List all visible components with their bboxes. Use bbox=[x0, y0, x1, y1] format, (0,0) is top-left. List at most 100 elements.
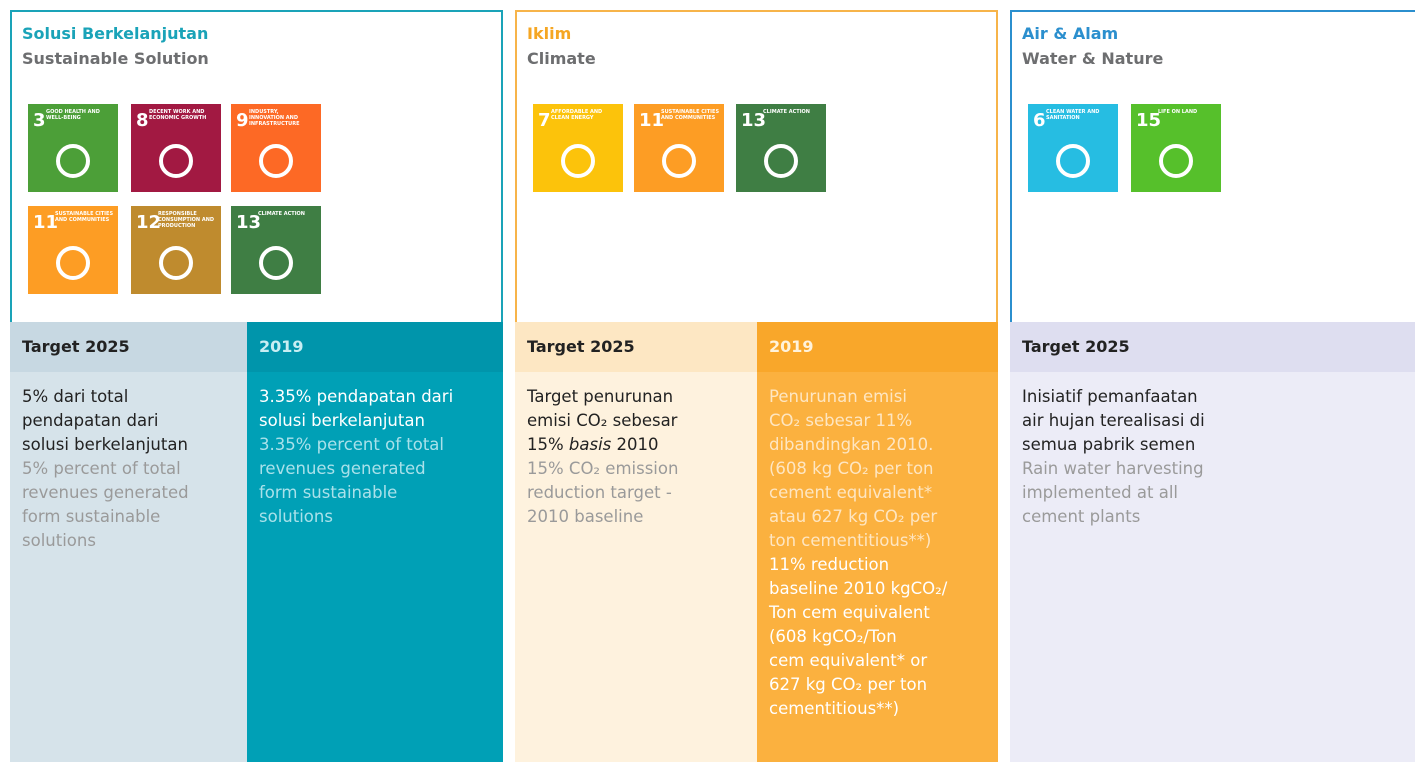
column-text: 5% dari total pendapatan dari solusi berke… bbox=[10, 372, 247, 553]
goal-glyph bbox=[56, 144, 90, 178]
text-line: 3.35% percent of total bbox=[259, 435, 444, 454]
text-line: 15% CO₂ emission bbox=[527, 459, 679, 478]
text-line: cementitious**) bbox=[769, 699, 900, 718]
goal-glyph bbox=[764, 144, 798, 178]
goal-label-box: GOOD HEALTH AND WELL-BEING bbox=[46, 109, 100, 121]
panel-title: Solusi Berkelanjutan bbox=[22, 24, 209, 43]
column-heading: Target 2025 bbox=[1010, 322, 1415, 372]
sdg-icon: 3 GOOD HEALTH AND WELL-BEING bbox=[28, 104, 118, 192]
text-line: implemented at all bbox=[1022, 483, 1178, 502]
text-line: form sustainable bbox=[259, 483, 398, 502]
column-heading: Target 2025 bbox=[515, 322, 757, 372]
text-line: CO₂ sebesar 11% bbox=[769, 411, 913, 430]
panel-subtitle: Climate bbox=[527, 49, 596, 68]
text-line: pendapatan dari bbox=[22, 411, 159, 430]
sdg-icon: 9 INDUSTRY, INNOVATION AND INFRASTRUCTURE bbox=[231, 104, 321, 192]
text-line: semua pabrik semen bbox=[1022, 435, 1196, 454]
goal-number: 13 bbox=[236, 212, 261, 233]
goal-number: 11 bbox=[33, 212, 58, 233]
text-line: (608 kg CO₂ per ton bbox=[769, 459, 934, 478]
sdg-icon: 8 DECENT WORK AND ECONOMIC GROWTH bbox=[131, 104, 221, 192]
text-line: (608 kgCO₂/Ton bbox=[769, 627, 897, 646]
goal-glyph bbox=[159, 144, 193, 178]
goal-label: CLIMATE ACTION bbox=[258, 211, 305, 217]
text-line: Inisiatif pemanfaatan bbox=[1022, 387, 1198, 406]
text-line: cement equivalent* bbox=[769, 483, 933, 502]
text-line: form sustainable bbox=[22, 507, 161, 526]
text-line: 3.35% pendapatan dari bbox=[259, 387, 454, 406]
goal-number: 7 bbox=[538, 110, 551, 131]
text-line: cem equivalent* or bbox=[769, 651, 928, 670]
text-run: 2010 bbox=[611, 435, 659, 454]
goal-number: 9 bbox=[236, 110, 249, 131]
column-text: 3.35% pendapatan dari solusi berkelanjuta… bbox=[247, 372, 503, 529]
panel: Solusi Berkelanjutan Sustainable Solution… bbox=[10, 10, 503, 762]
goal-label: SUSTAINABLE CITIES AND COMMUNITIES bbox=[661, 109, 720, 121]
column: Target 2025 5% dari total pendapatan dari s… bbox=[10, 322, 247, 762]
goal-number: 11 bbox=[639, 110, 664, 131]
goal-label-box: CLIMATE ACTION bbox=[258, 211, 305, 217]
column-text: Target penurunan emisi CO₂ sebesar 15% bas… bbox=[515, 372, 757, 529]
text-line: atau 627 kg CO₂ per bbox=[769, 507, 938, 526]
sdg-icon: 7 AFFORDABLE AND CLEAN ENERGY bbox=[533, 104, 623, 192]
goal-label-box: DECENT WORK AND ECONOMIC GROWTH bbox=[149, 109, 207, 121]
column: Target 2025 Target penurunan emisi CO₂ seb… bbox=[515, 322, 757, 762]
text-line: 5% dari total bbox=[22, 387, 129, 406]
text-line: revenues generated bbox=[22, 483, 189, 502]
goal-label: SUSTAINABLE CITIES AND COMMUNITIES bbox=[55, 211, 114, 223]
goal-glyph bbox=[259, 246, 293, 280]
goal-glyph bbox=[56, 246, 90, 280]
goal-glyph bbox=[1056, 144, 1090, 178]
column: 2019 Penurunan emisi CO₂ sebesar 11% diband… bbox=[757, 322, 998, 762]
goal-label-box: INDUSTRY, INNOVATION AND INFRASTRUCTURE bbox=[249, 109, 300, 127]
text-line: 15% basis 2010 bbox=[527, 433, 757, 457]
text-line: reduction target - bbox=[527, 483, 672, 502]
goal-label-box: LIFE ON LAND bbox=[1158, 109, 1198, 115]
text-line: solusi berkelanjutan bbox=[259, 411, 425, 430]
text-line: 2010 baseline bbox=[527, 507, 644, 526]
text-line: air hujan terealisasi di bbox=[1022, 411, 1205, 430]
text-line: baseline 2010 kgCO₂/ bbox=[769, 579, 948, 598]
goal-label-box: CLIMATE ACTION bbox=[763, 109, 810, 115]
goal-label: CLIMATE ACTION bbox=[763, 109, 810, 115]
column: Target 2025 Inisiatif pemanfaatan air huja… bbox=[1010, 322, 1415, 762]
goal-label: CLEAN WATER AND SANITATION bbox=[1046, 109, 1100, 121]
text-line: ton cementitious**) bbox=[769, 531, 932, 550]
column: 2019 3.35% pendapatan dari solusi berkelan… bbox=[247, 322, 503, 762]
goal-label: AFFORDABLE AND CLEAN ENERGY bbox=[551, 109, 603, 121]
panel-subtitle: Water & Nature bbox=[1022, 49, 1164, 68]
text-line: cement plants bbox=[1022, 507, 1141, 526]
goal-label-box: SUSTAINABLE CITIES AND COMMUNITIES bbox=[661, 109, 720, 121]
text-line: 627 kg CO₂ per ton bbox=[769, 675, 928, 694]
text-line: solutions bbox=[22, 531, 96, 550]
goal-label-box: CLEAN WATER AND SANITATION bbox=[1046, 109, 1100, 121]
goal-label: RESPONSIBLE CONSUMPTION AND PRODUCTION bbox=[158, 211, 215, 229]
goal-label: DECENT WORK AND ECONOMIC GROWTH bbox=[149, 109, 207, 121]
goal-number: 13 bbox=[741, 110, 766, 131]
goal-number: 6 bbox=[1033, 110, 1046, 131]
text-line: Target penurunan bbox=[527, 387, 674, 406]
goal-number: 12 bbox=[136, 212, 161, 233]
goal-glyph bbox=[662, 144, 696, 178]
column-heading: 2019 bbox=[757, 322, 998, 372]
panel-subtitle: Sustainable Solution bbox=[22, 49, 209, 68]
text-line: solusi berkelanjutan bbox=[22, 435, 188, 454]
goal-number: 15 bbox=[1136, 110, 1161, 131]
goal-glyph bbox=[1159, 144, 1193, 178]
goal-label-box: RESPONSIBLE CONSUMPTION AND PRODUCTION bbox=[158, 211, 215, 229]
text-line: 11% reduction bbox=[769, 555, 890, 574]
goal-label-box: SUSTAINABLE CITIES AND COMMUNITIES bbox=[55, 211, 114, 223]
goal-label: LIFE ON LAND bbox=[1158, 109, 1198, 115]
goal-glyph bbox=[561, 144, 595, 178]
goal-label: GOOD HEALTH AND WELL-BEING bbox=[46, 109, 100, 121]
goal-label: INDUSTRY, INNOVATION AND INFRASTRUCTURE bbox=[249, 109, 300, 127]
column-heading: Target 2025 bbox=[10, 322, 247, 372]
text-line: Ton cem equivalent bbox=[769, 603, 930, 622]
text-line: revenues generated bbox=[259, 459, 426, 478]
